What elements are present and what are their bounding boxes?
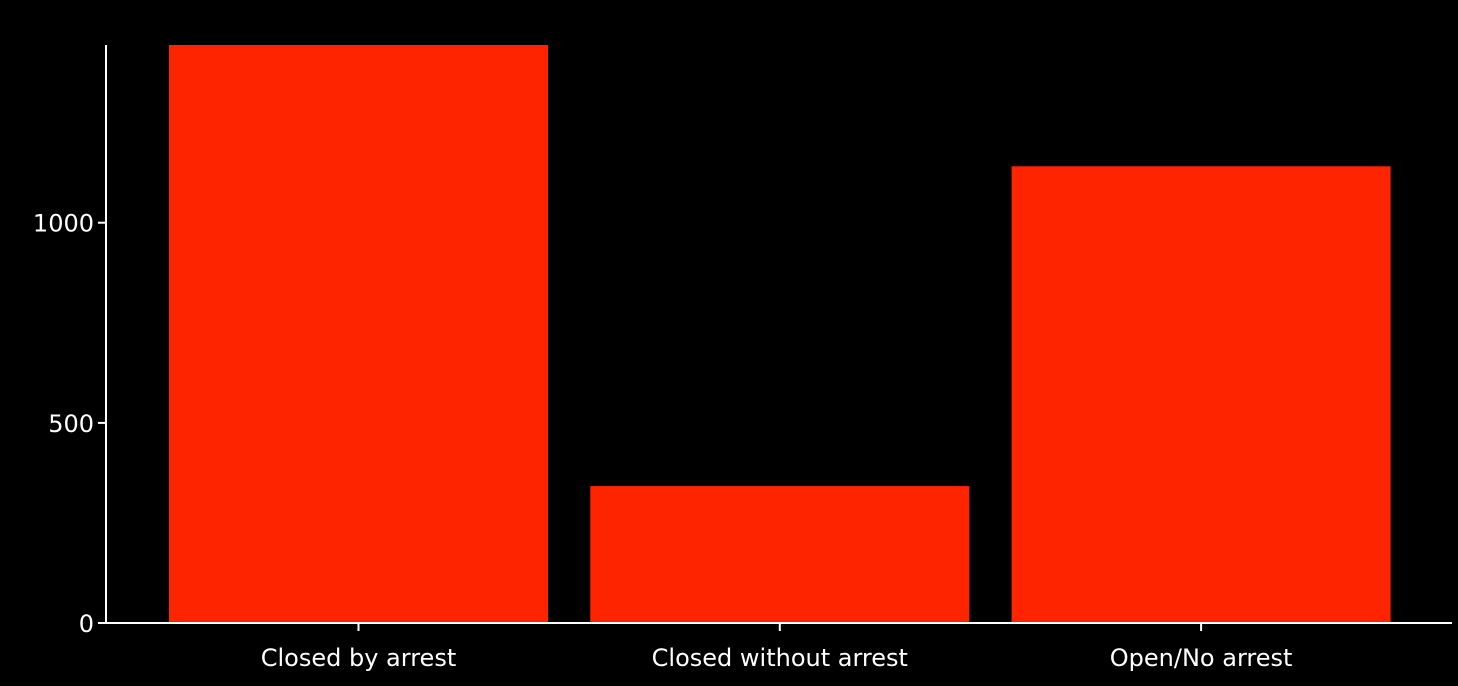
y-tick-label: 0 bbox=[79, 610, 94, 638]
y-tick-label: 1000 bbox=[33, 210, 94, 238]
bar-closed-by-arrest bbox=[169, 45, 548, 623]
x-tick-label: Closed by arrest bbox=[261, 644, 456, 672]
bar-closed-without-arrest bbox=[590, 486, 970, 623]
bar-open-no-arrest bbox=[1011, 166, 1391, 624]
x-axis: Closed by arrest Closed without arrest Ope… bbox=[106, 622, 1452, 672]
x-tick-label: Closed without arrest bbox=[652, 644, 908, 672]
bars-group bbox=[169, 45, 1391, 624]
y-axis: 0 500 1000 bbox=[33, 45, 107, 638]
x-tick-label: Open/No arrest bbox=[1110, 644, 1293, 672]
y-tick-label: 500 bbox=[48, 410, 94, 438]
